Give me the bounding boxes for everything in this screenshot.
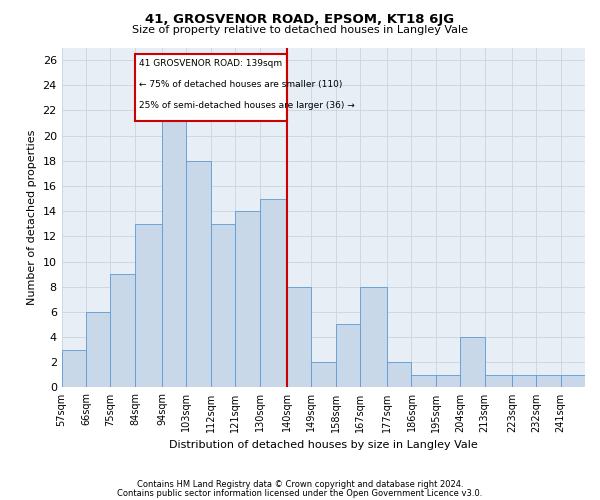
Bar bbox=[211, 224, 235, 388]
Text: 41, GROSVENOR ROAD, EPSOM, KT18 6JG: 41, GROSVENOR ROAD, EPSOM, KT18 6JG bbox=[145, 12, 455, 26]
Text: Size of property relative to detached houses in Langley Vale: Size of property relative to detached ho… bbox=[132, 25, 468, 35]
Text: ← 75% of detached houses are smaller (110): ← 75% of detached houses are smaller (11… bbox=[139, 80, 343, 90]
Bar bbox=[360, 286, 387, 388]
Bar bbox=[485, 375, 512, 388]
Bar bbox=[536, 375, 560, 388]
Text: 41 GROSVENOR ROAD: 139sqm: 41 GROSVENOR ROAD: 139sqm bbox=[139, 60, 282, 68]
FancyBboxPatch shape bbox=[135, 54, 287, 120]
Bar bbox=[412, 375, 436, 388]
Bar bbox=[187, 161, 211, 388]
Bar bbox=[387, 362, 412, 388]
Text: Contains HM Land Registry data © Crown copyright and database right 2024.: Contains HM Land Registry data © Crown c… bbox=[137, 480, 463, 489]
Bar bbox=[135, 224, 162, 388]
Bar bbox=[235, 211, 260, 388]
Text: 25% of semi-detached houses are larger (36) →: 25% of semi-detached houses are larger (… bbox=[139, 101, 355, 110]
Bar bbox=[287, 286, 311, 388]
Bar bbox=[512, 375, 536, 388]
Bar bbox=[162, 110, 187, 388]
Bar bbox=[335, 324, 360, 388]
Bar bbox=[110, 274, 135, 388]
X-axis label: Distribution of detached houses by size in Langley Vale: Distribution of detached houses by size … bbox=[169, 440, 478, 450]
Bar bbox=[260, 198, 287, 388]
Y-axis label: Number of detached properties: Number of detached properties bbox=[27, 130, 37, 305]
Bar bbox=[560, 375, 585, 388]
Bar bbox=[86, 312, 110, 388]
Text: Contains public sector information licensed under the Open Government Licence v3: Contains public sector information licen… bbox=[118, 489, 482, 498]
Bar bbox=[311, 362, 335, 388]
Bar bbox=[460, 337, 485, 388]
Bar bbox=[62, 350, 86, 388]
Bar bbox=[436, 375, 460, 388]
